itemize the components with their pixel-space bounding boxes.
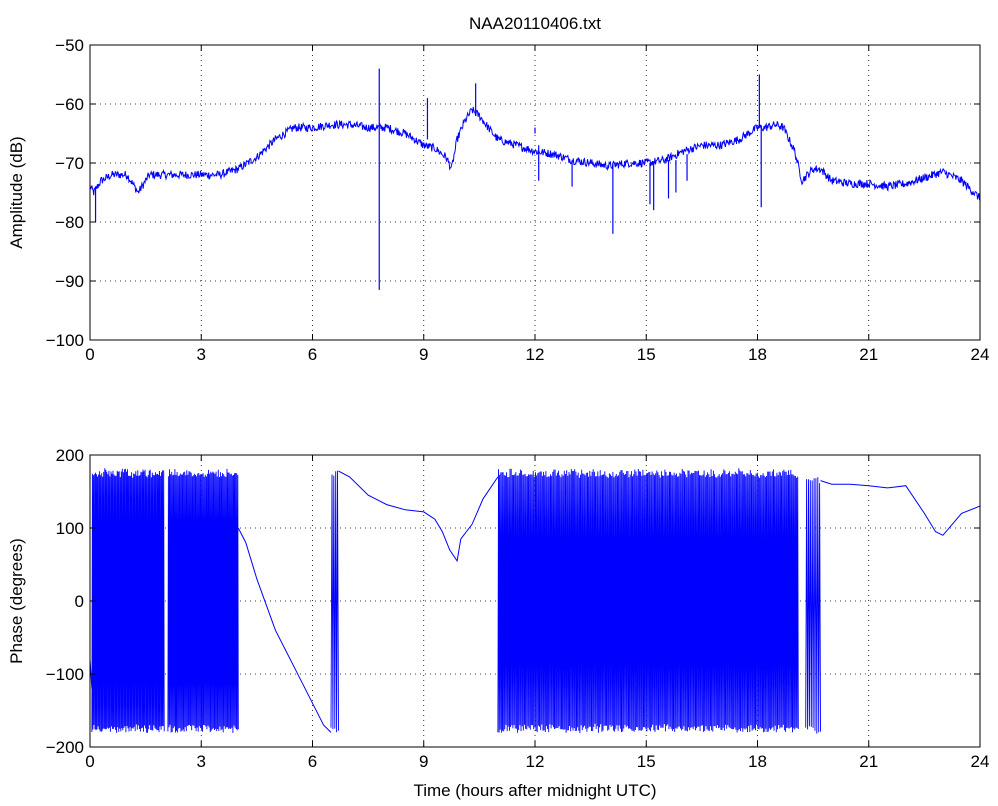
x-axis-label: Time (hours after midnight UTC) [413, 781, 656, 800]
y-tick-label: 100 [56, 519, 84, 538]
phase-wrap-segment [805, 477, 821, 734]
y-tick-label: −80 [55, 213, 84, 232]
x-tick-label: 0 [85, 752, 94, 771]
x-tick-label: 6 [308, 752, 317, 771]
x-tick-label: 0 [85, 345, 94, 364]
phase-wrap-segment [497, 468, 799, 734]
amplitude-axes: 0 3 6 9 12 15 18 21 24 −100 −90 −80 −70 −60 −50 NAA201… [7, 14, 989, 364]
phase-y-axis-label: Phase (degrees) [7, 538, 26, 664]
y-tick-label: −100 [46, 665, 84, 684]
phase-wrap-segment [91, 468, 165, 733]
x-tick-label: 21 [859, 752, 878, 771]
y-tick-label: −50 [55, 36, 84, 55]
series-line [820, 480, 980, 536]
x-tick-label: 18 [748, 345, 767, 364]
amplitude-y-axis-label: Amplitude (dB) [7, 136, 26, 248]
phase-ticks: 0 3 6 9 12 15 18 21 24 −200 −100 0 100 200 [46, 446, 990, 771]
x-tick-label: 24 [971, 752, 990, 771]
phase-axes: 0 3 6 9 12 15 18 21 24 −200 −100 0 100 200 Time (hour… [7, 446, 989, 800]
series-line [338, 470, 499, 563]
chart-title: NAA20110406.txt [469, 14, 601, 33]
y-tick-label: −60 [55, 95, 84, 114]
y-tick-label: 0 [75, 592, 84, 611]
x-tick-label: 6 [308, 345, 317, 364]
series-line [90, 106, 980, 201]
phase-wrap-segment [330, 470, 339, 733]
x-tick-label: 24 [971, 345, 990, 364]
amplitude-series [90, 68, 980, 290]
x-tick-label: 3 [197, 752, 206, 771]
phase-series [90, 468, 980, 734]
amplitude-ticks: 0 3 6 9 12 15 18 21 24 −100 −90 −80 −70 −60 −50 [46, 36, 990, 364]
y-tick-label: −70 [55, 154, 84, 173]
phase-wrap-segment [167, 468, 239, 733]
x-tick-label: 12 [526, 345, 545, 364]
x-tick-label: 9 [419, 345, 428, 364]
amplitude-grid [90, 45, 980, 340]
x-tick-label: 15 [637, 752, 656, 771]
series-line [237, 527, 332, 733]
x-tick-label: 12 [526, 752, 545, 771]
x-tick-label: 18 [748, 752, 767, 771]
x-tick-label: 9 [419, 752, 428, 771]
y-tick-label: −200 [46, 738, 84, 757]
x-tick-label: 21 [859, 345, 878, 364]
y-tick-label: −90 [55, 272, 84, 291]
y-tick-label: 200 [56, 446, 84, 465]
x-tick-label: 3 [197, 345, 206, 364]
y-tick-label: −100 [46, 331, 84, 350]
x-tick-label: 15 [637, 345, 656, 364]
